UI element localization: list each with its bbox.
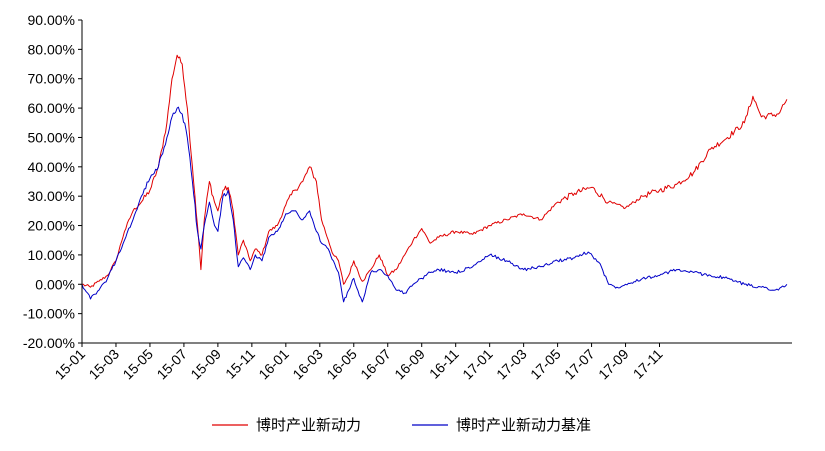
legend: 博时产业新动力 博时产业新动力基准 <box>212 416 591 434</box>
x-tick-label: 16-01 <box>255 346 292 383</box>
x-tick-label: 15-01 <box>51 346 88 383</box>
x-tick-label: 16-07 <box>357 346 394 383</box>
series-line-fund <box>82 54 788 288</box>
x-tick-label: 17-03 <box>493 346 530 383</box>
y-tick-label: 70.00% <box>28 71 75 87</box>
series-line-benchmark <box>81 106 788 303</box>
legend-label-series-2: 博时产业新动力基准 <box>456 416 591 434</box>
y-tick-label: 10.00% <box>28 247 75 263</box>
y-tick-label: -10.00% <box>23 306 75 322</box>
y-tick-label: 80.00% <box>28 41 75 57</box>
x-tick-label: 17-01 <box>459 346 496 383</box>
legend-label-series-1: 博时产业新动力 <box>256 416 361 434</box>
x-tick-label: 17-09 <box>595 346 632 383</box>
axis-layer <box>81 20 792 344</box>
x-axis-ticks: 15-0115-0315-0515-0715-0915-1116-0116-03… <box>51 343 666 383</box>
x-tick-label: 16-11 <box>426 346 462 382</box>
x-tick-label: 16-05 <box>323 346 360 383</box>
x-tick-label: 17-05 <box>527 346 564 383</box>
y-tick-label: -20.00% <box>23 335 75 351</box>
x-tick-label: 15-07 <box>153 346 190 383</box>
x-tick-label: 15-05 <box>119 346 156 383</box>
y-tick-label: 20.00% <box>28 218 75 234</box>
y-tick-label: 30.00% <box>28 188 75 204</box>
x-tick-label: 15-11 <box>222 346 258 382</box>
y-tick-label: 60.00% <box>28 100 75 116</box>
x-tick-label: 15-03 <box>85 346 122 383</box>
series-layer <box>81 54 788 303</box>
y-axis-ticks: 90.00% 80.00% 70.00% 60.00% 50.00% 40.00% 30.0… <box>23 12 82 351</box>
y-tick-label: 50.00% <box>28 129 75 145</box>
x-tick-label: 17-07 <box>561 346 598 383</box>
y-tick-label: 90.00% <box>28 12 75 28</box>
y-tick-label: 40.00% <box>28 159 75 175</box>
x-tick-label: 16-09 <box>391 346 428 383</box>
x-tick-label: 17-11 <box>630 346 666 382</box>
x-tick-label: 16-03 <box>289 346 326 383</box>
y-tick-label: 0.00% <box>35 276 75 292</box>
x-tick-label: 15-09 <box>187 346 224 383</box>
